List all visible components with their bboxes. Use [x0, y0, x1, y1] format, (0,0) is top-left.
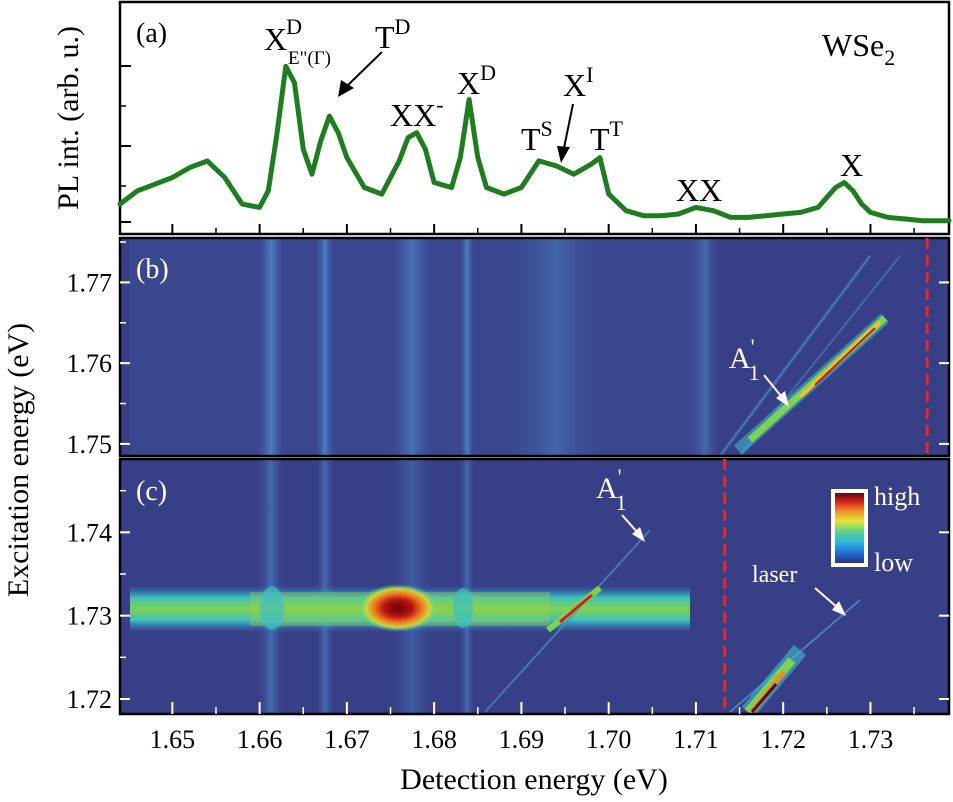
panel-c-a1-label: A' 1: [596, 464, 627, 515]
colorbar-high-label: high: [874, 482, 920, 511]
panel-a-label: (a): [136, 18, 167, 49]
y-tick-label: 1.76: [67, 349, 113, 378]
x-tick-label: 1.65: [150, 725, 196, 754]
x-tick-label: 1.67: [324, 725, 370, 754]
y-tick-label: 1.75: [67, 430, 113, 459]
y-axis-label-excitation: Excitation energy (eV): [2, 323, 35, 597]
peak-label-xi: XI: [563, 62, 593, 103]
y-tick-label: 1.77: [67, 268, 113, 297]
panel-c-map: [130, 459, 861, 714]
laser-arrow-shaft: [814, 587, 839, 609]
pl-spectrum-line: [117, 63, 952, 224]
panel-b-a1-arrow-head: [776, 391, 789, 407]
peak-label-x: X: [840, 147, 863, 183]
peak-label-xd: XD: [457, 60, 496, 101]
xi-arrow-head: [557, 146, 570, 163]
peak-label-xd-egamma: XD E"(Γ): [264, 14, 331, 69]
panel-b-a1-arrow-shaft: [763, 374, 782, 397]
x-tick-label: 1.72: [760, 725, 806, 754]
x-tick-label: 1.71: [673, 725, 719, 754]
panel-a-y-ticks: [120, 65, 131, 223]
peak-label-xxminus: XX-: [390, 92, 444, 133]
panel-a-frame: [118, 0, 951, 236]
peak-label-td: TD: [375, 14, 410, 55]
panel-c-y-ticks: 1.72 1.73 1.74: [67, 489, 949, 714]
panel-c-a1-arrow-head: [632, 527, 645, 542]
panel-b-frame: [118, 236, 951, 458]
x-axis-ticks: 1.65 1.66 1.67 1.68 1.69 1.70 1.71 1.72 1.73: [150, 224, 915, 754]
panel-b-a1-label: A' 1: [729, 334, 760, 385]
x-axis-label: Detection energy (eV): [400, 763, 668, 796]
panel-a: (a) WSe2 XD E"(Γ) TD XX- XD XI TS TT XX X: [117, 0, 952, 236]
peak-label-xx: XX: [676, 172, 722, 208]
panel-c-label: (c): [136, 476, 167, 507]
panel-c: 1.72 1.73 1.74 (c) A' 1 laser high low: [67, 457, 951, 716]
x-tick-label: 1.68: [411, 725, 457, 754]
panel-c-a1-arrow-shaft: [621, 514, 639, 534]
peak-label-ts: TS: [521, 116, 553, 157]
x-tick-label: 1.69: [499, 725, 545, 754]
laser-label: laser: [752, 562, 797, 588]
panel-b: 1.75 1.76 1.77 (b) A' 1: [67, 236, 951, 459]
td-arrow-head: [338, 80, 354, 97]
panel-b-label: (b): [136, 254, 169, 285]
y-tick-label: 1.73: [67, 602, 113, 631]
xi-arrow-shaft: [563, 103, 574, 149]
x-tick-label: 1.66: [237, 725, 283, 754]
laser-arrow-head: [832, 601, 846, 616]
x-tick-label: 1.73: [848, 725, 894, 754]
x-tick-label: 1.70: [586, 725, 632, 754]
panel-b-y-ticks: 1.75 1.76 1.77: [67, 241, 949, 459]
colorbar-gradient: [835, 493, 864, 563]
panel-c-frame: [118, 457, 951, 716]
colorbar-low-label: low: [874, 548, 913, 577]
y-axis-label-pl: PL int. (arb. u.): [52, 26, 85, 210]
peak-label-tt: TT: [590, 116, 624, 157]
td-arrow-shaft: [346, 51, 383, 87]
y-tick-label: 1.74: [67, 518, 113, 547]
sample-label: WSe2: [822, 27, 895, 70]
y-tick-label: 1.72: [67, 685, 113, 714]
colorbar: high low: [831, 482, 920, 577]
panel-b-map: [130, 238, 901, 456]
